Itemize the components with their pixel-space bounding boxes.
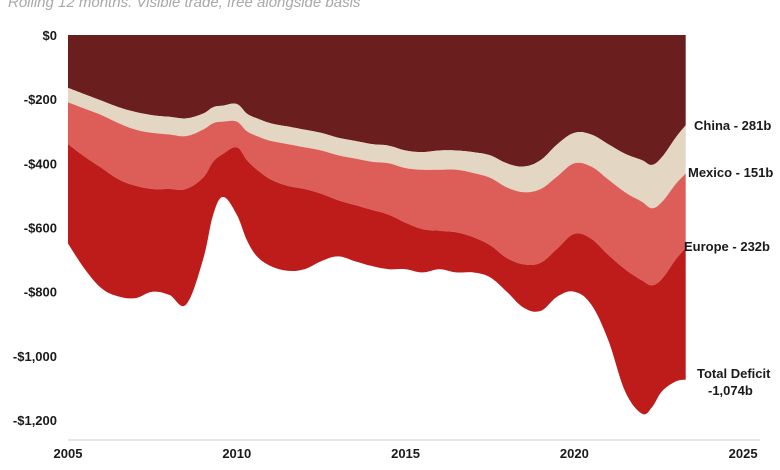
label-europe: Europe - 232b [684,239,770,254]
y-tick-label: -$200 [24,92,57,107]
y-tick-label: -$600 [24,221,57,236]
y-tick-label: -$1,200 [13,413,57,428]
area-band-europe [68,102,686,286]
y-tick-label: -$1,000 [13,349,57,364]
x-tick-label: 2010 [222,446,251,461]
x-axis-ticks: 2005 2010 2015 2020 2025 [54,446,758,461]
area-band-mexico [68,87,686,209]
chart-subtitle: Rolling 12 months. Visible trade, free a… [8,0,361,11]
x-tick-label: 2020 [560,446,589,461]
label-mexico: Mexico - 151b [688,165,773,180]
x-tick-label: 2005 [54,446,83,461]
end-labels: China - 281b Mexico - 151b Europe - 232b… [684,118,773,398]
y-axis-ticks: $0 -$200 -$400 -$600 -$800 -$1,000 -$1,200 [13,28,57,428]
label-total-deficit: Total Deficit [697,366,771,381]
area-band-total-deficit [68,144,686,415]
y-tick-label: -$800 [24,285,57,300]
label-china: China - 281b [694,118,771,133]
y-tick-label: $0 [43,28,57,43]
label-total-deficit-value: -1,074b [708,383,753,398]
x-tick-label: 2015 [391,446,420,461]
area-bands [68,35,686,415]
x-tick-label: 2025 [729,446,758,461]
y-tick-label: -$400 [24,156,57,171]
area-band-china [68,35,686,167]
